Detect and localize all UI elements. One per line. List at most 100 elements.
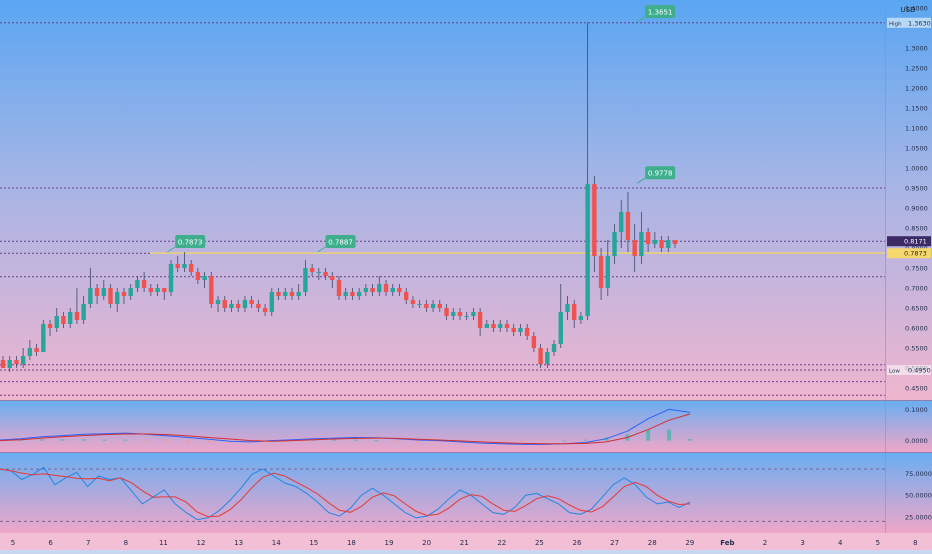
candle-body[interactable] [316, 272, 322, 273]
candle-body[interactable] [162, 288, 167, 292]
candle-body[interactable] [605, 256, 610, 288]
candle-body[interactable] [578, 316, 584, 320]
candle-body[interactable] [155, 288, 160, 292]
candle-body[interactable] [101, 288, 106, 296]
candle-body[interactable] [484, 324, 490, 328]
candle-body[interactable] [377, 284, 382, 292]
candle-body[interactable] [585, 184, 590, 316]
candle-body[interactable] [666, 240, 671, 248]
candle-body[interactable] [330, 276, 335, 280]
candle-body[interactable] [632, 240, 637, 256]
candle-body[interactable] [323, 272, 328, 276]
candle-body[interactable] [531, 336, 537, 348]
candle-body[interactable] [108, 288, 113, 304]
candle-body[interactable] [74, 312, 80, 320]
candle-body[interactable] [249, 300, 254, 304]
candle-body[interactable] [222, 300, 227, 308]
candle-body[interactable] [135, 280, 140, 288]
candle-body[interactable] [659, 240, 664, 248]
candle-body[interactable] [229, 304, 234, 308]
candle-body[interactable] [7, 360, 12, 368]
candle-body[interactable] [558, 312, 563, 344]
candle-body[interactable] [303, 268, 308, 292]
candle-body[interactable] [148, 288, 154, 292]
candle-body[interactable] [356, 292, 362, 296]
marker-tag[interactable] [325, 235, 356, 248]
candle-body[interactable] [115, 292, 120, 304]
candle-body[interactable] [612, 232, 617, 256]
marker-tag[interactable] [645, 5, 676, 18]
time-axis[interactable]: 5 6 7 8 11 12 13 14 15 18 19 20 21 22 25 26 27 28 29 Feb 2 3 4… [11, 539, 918, 547]
candle-body[interactable] [592, 184, 597, 256]
candle-body[interactable] [545, 352, 550, 364]
candle-body[interactable] [34, 348, 39, 352]
marker-tag[interactable] [645, 166, 676, 180]
candle-body[interactable] [639, 232, 644, 256]
candle-body[interactable] [20, 356, 26, 364]
candle-body[interactable] [430, 304, 436, 308]
candle-body[interactable] [471, 312, 476, 316]
candle-body[interactable] [47, 324, 53, 328]
candle-body[interactable] [209, 276, 214, 304]
candle-body[interactable] [276, 292, 281, 296]
candle-body[interactable] [27, 348, 33, 356]
candle-body[interactable] [0, 360, 6, 368]
candle-body[interactable] [410, 300, 416, 304]
candle-body[interactable] [195, 272, 201, 280]
candle-body[interactable] [598, 256, 604, 288]
candle-body[interactable] [343, 292, 348, 296]
candle-body[interactable] [451, 312, 456, 316]
candle-body[interactable] [88, 288, 93, 304]
candle-body[interactable] [524, 328, 530, 336]
candle-body[interactable] [81, 304, 86, 320]
candle-body[interactable] [242, 300, 248, 308]
candle-body[interactable] [565, 304, 570, 312]
candle-body[interactable] [309, 268, 315, 272]
candle-body[interactable] [350, 292, 355, 296]
candle-body[interactable] [370, 288, 375, 292]
candle-body[interactable] [256, 304, 261, 308]
candle-body[interactable] [236, 304, 241, 308]
candle-body[interactable] [511, 328, 516, 332]
price-axis[interactable]: 1.4000 1.3000 1.2500 1.2000 1.1500 1.1000 1.05… [887, 5, 931, 393]
candle-body[interactable] [283, 292, 288, 296]
candle-body[interactable] [363, 288, 369, 292]
candle-body[interactable] [417, 304, 422, 305]
candle-body[interactable] [498, 324, 503, 328]
candle-body[interactable] [182, 264, 187, 268]
candle-body[interactable] [215, 300, 221, 304]
candle-body[interactable] [518, 328, 523, 332]
candle-body[interactable] [572, 304, 577, 320]
candle-body[interactable] [54, 316, 59, 328]
candle-body[interactable] [437, 304, 442, 308]
candle-body[interactable] [383, 284, 389, 292]
candle-body[interactable] [504, 324, 510, 328]
candle-body[interactable] [296, 292, 301, 296]
candle-body[interactable] [336, 280, 342, 296]
candle-body[interactable] [175, 264, 180, 268]
candle-body[interactable] [477, 312, 483, 328]
candle-body[interactable] [41, 324, 46, 352]
candle-body[interactable] [645, 232, 651, 244]
candle-body[interactable] [390, 288, 395, 292]
candle-body[interactable] [491, 324, 496, 328]
candle-body[interactable] [262, 308, 268, 312]
candle-body[interactable] [397, 288, 402, 292]
candle-body[interactable] [14, 360, 19, 364]
candle-body[interactable] [68, 312, 73, 324]
candle-body[interactable] [619, 212, 624, 232]
candle-body[interactable] [121, 292, 127, 296]
candle-body[interactable] [141, 280, 147, 288]
candle-body[interactable] [424, 304, 429, 308]
candle-body[interactable] [94, 288, 100, 296]
candle-body[interactable] [457, 312, 463, 316]
candle-body[interactable] [538, 348, 543, 364]
candle-body[interactable] [652, 240, 658, 244]
marker-tag[interactable] [175, 235, 206, 248]
candle-body[interactable] [61, 316, 66, 324]
candle-body[interactable] [202, 276, 207, 280]
candle-body[interactable] [128, 288, 133, 296]
candle-body[interactable] [188, 264, 194, 272]
candle-body[interactable] [551, 344, 557, 352]
